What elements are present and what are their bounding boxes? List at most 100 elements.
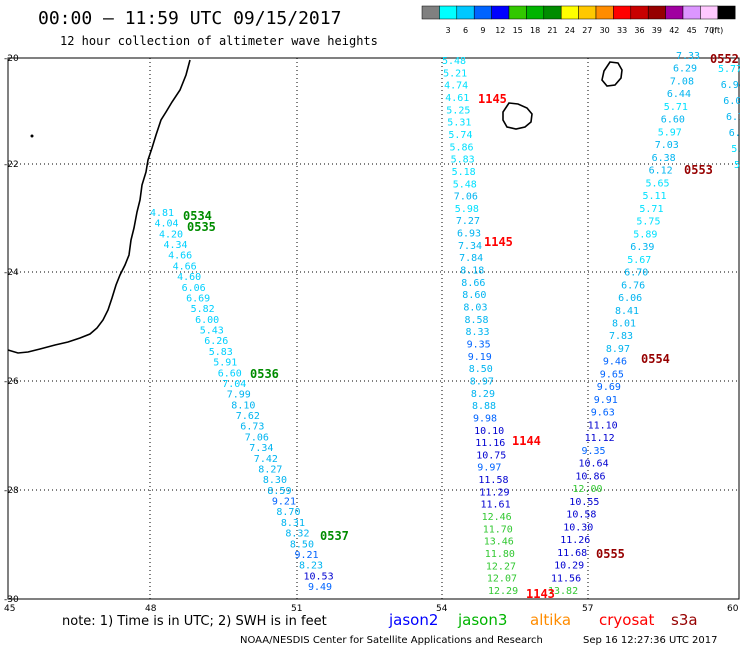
wave-height-value: 6.12: [649, 166, 673, 177]
legend-level-label: 9: [480, 26, 485, 35]
pass-time-label: 0534: [183, 209, 212, 223]
wave-height-value: 7.34: [249, 443, 273, 454]
lat-label: -20: [4, 54, 19, 64]
lat-label: -22: [4, 160, 19, 170]
wave-height-value: 12.27: [486, 561, 516, 572]
wave-height-value: 9.97: [477, 463, 501, 474]
wave-height-value: 10.29: [554, 561, 584, 572]
wave-height-value: 5.67: [627, 255, 651, 266]
legend-swatch: [543, 5, 562, 20]
legend-level-label: 36: [634, 26, 644, 35]
wave-height-value: 10.64: [579, 459, 609, 470]
legend-level-label: 15: [513, 26, 523, 35]
wave-height-value: 5.77: [718, 64, 740, 75]
legend-swatch: [630, 5, 649, 20]
wave-height-value: 7.06: [454, 192, 478, 203]
wave-height-value: 6.38: [652, 153, 676, 164]
legend-level-label: 42: [669, 26, 679, 35]
wave-height-value: 4.34: [164, 240, 188, 251]
legend-level-label: 30: [600, 26, 610, 35]
wave-height-value: 7.04: [222, 379, 246, 390]
wave-height-value: 10.58: [566, 510, 596, 521]
legend-level-label: 18: [530, 26, 540, 35]
wave-height-value: 11.12: [585, 433, 615, 444]
wave-height-value: 5.4: [734, 160, 740, 171]
legend-swatch: [647, 5, 666, 20]
wave-height-value: 8.70: [276, 507, 300, 518]
wave-height-value: 6.02: [723, 96, 740, 107]
wave-height-value: 8.32: [285, 529, 309, 540]
wave-height-value: 12.46: [482, 512, 512, 523]
legend-level-label: 45: [687, 26, 697, 35]
legend-swatch: [439, 5, 458, 20]
pass-time-label: 0552: [710, 52, 739, 66]
legend-swatch: [613, 5, 632, 20]
legend-level-label: 24: [565, 26, 575, 35]
wave-height-value: 7.33: [676, 51, 700, 62]
wave-height-value: 11.29: [479, 487, 509, 498]
wave-height-value: 8.60: [462, 290, 486, 301]
wave-height-value: 5.71: [639, 204, 663, 215]
wave-height-value: 10.86: [575, 471, 605, 482]
wave-height-value: 10.53: [304, 571, 334, 582]
legend-swatch: [473, 5, 492, 20]
legend-level-label: 21: [547, 26, 557, 35]
small-island: [30, 134, 34, 138]
wave-height-value: 5.83: [451, 155, 475, 166]
wave-height-value: 11.58: [478, 475, 508, 486]
wave-height-value: 8.50: [290, 539, 314, 550]
wave-height-value: 6.26: [204, 336, 228, 347]
wave-height-value: 9.35: [582, 446, 606, 457]
wave-height-value: 9.46: [603, 357, 627, 368]
wave-height-value: 13.82: [548, 586, 578, 597]
wave-height-value: 6.29: [673, 64, 697, 75]
wave-height-value: 8.97: [470, 377, 494, 388]
wave-height-value: 5.89: [633, 229, 657, 240]
page-title: 00:00 — 11:59 UTC 09/15/2017: [38, 8, 341, 29]
footer-note: note: 1) Time is in UTC; 2) SWH is in fe…: [62, 614, 327, 629]
legend-level-label: 12: [495, 26, 505, 35]
wave-height-value: 5.75: [636, 217, 660, 228]
wave-height-value: 10.30: [563, 522, 593, 533]
wave-height-value: 9.69: [597, 382, 621, 393]
lon-label: 57: [582, 604, 593, 614]
wave-height-value: 8.41: [615, 306, 639, 317]
wave-height-value: 7.62: [236, 411, 260, 422]
legend-swatch: [578, 5, 597, 20]
legend-swatch: [421, 5, 440, 20]
wave-height-value: 5.48: [453, 179, 477, 190]
page-subtitle: 12 hour collection of altimeter wave hei…: [60, 34, 378, 48]
wave-height-value: 11.70: [483, 524, 513, 535]
lat-label: -28: [4, 486, 19, 496]
wave-height-value: 8.66: [461, 278, 485, 289]
wave-height-value: 8.30: [263, 475, 287, 486]
wave-height-value: 6.70: [624, 268, 648, 279]
pass-time-label: 0554: [641, 352, 670, 366]
wave-height-value: 8.58: [465, 315, 489, 326]
wave-height-value: 5.65: [646, 178, 670, 189]
legend-level-label: 27: [582, 26, 592, 35]
wave-height-value: 9.91: [594, 395, 618, 406]
wave-height-value: 11.68: [557, 548, 587, 559]
reunion-island-outline: [502, 102, 533, 130]
wave-height-tracks: 4.814.044.204.344.664.664.606.066.695.82…: [150, 51, 740, 597]
wave-height-value: 6.44: [667, 89, 691, 100]
wave-height-value: 12.07: [487, 574, 517, 585]
pass-time-label: 0555: [596, 547, 625, 561]
wave-height-value: 7.34: [458, 241, 482, 252]
legend-swatch: [491, 5, 510, 20]
wave-height-value: 11.26: [560, 535, 590, 546]
wave-height-value: 8.27: [258, 465, 282, 476]
wave-height-value: 8.97: [606, 344, 630, 355]
wave-height-value: 9.21: [272, 497, 296, 508]
wave-height-value: 7.06: [245, 432, 269, 443]
legend-swatch: [456, 5, 475, 20]
wave-height-value: 5.18: [452, 167, 476, 178]
satellite-legend-item: jason2: [388, 611, 438, 629]
legend-level-label: 6: [463, 26, 468, 35]
wave-height-value: 11.56: [551, 573, 581, 584]
wave-height-value: 6.06: [618, 293, 642, 304]
wave-height-value: 5.21: [443, 68, 467, 79]
